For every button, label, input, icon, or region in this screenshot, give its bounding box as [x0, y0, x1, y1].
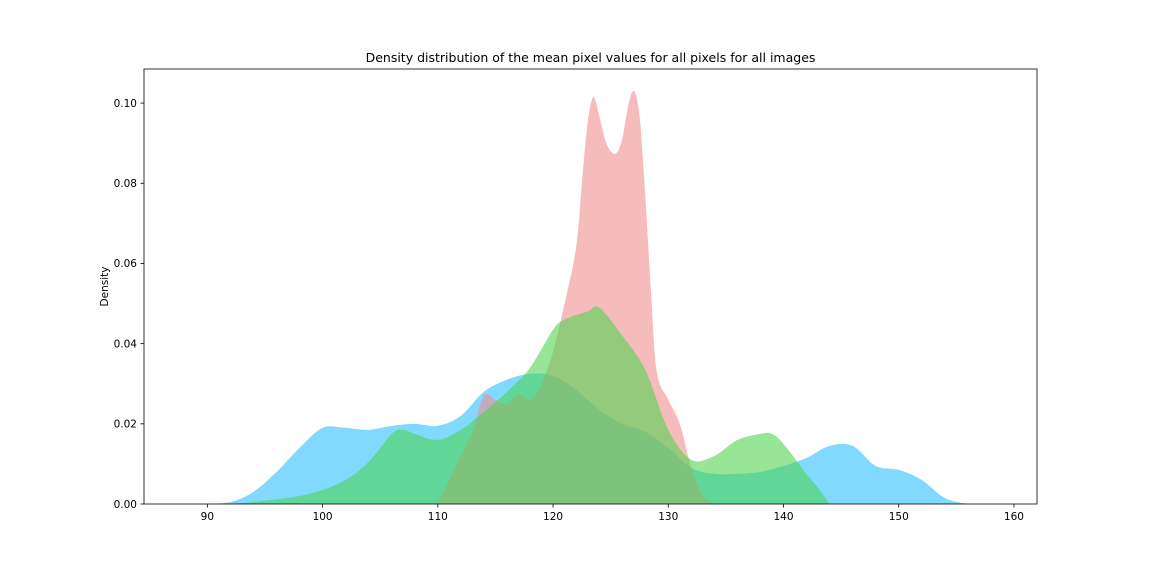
- x-tick-label: 150: [889, 511, 909, 523]
- y-tick-label: 0.08: [114, 178, 137, 190]
- x-tick-label: 110: [428, 511, 448, 523]
- x-axis: 90 100 110 120 130 140 150 160: [201, 504, 1024, 523]
- y-tick-label: 0.06: [114, 258, 138, 270]
- y-axis-label: Density: [99, 267, 111, 307]
- density-area-3: [230, 306, 830, 504]
- y-tick-label: 0.10: [114, 98, 137, 110]
- x-tick-label: 120: [543, 511, 563, 523]
- y-axis: 0.00 0.02 0.04 0.06 0.08 0.10: [114, 98, 144, 511]
- y-tick-label: 0.00: [114, 499, 137, 511]
- plot-frame: [143, 68, 1038, 505]
- chart-title: Density distribution of the mean pixel v…: [366, 50, 816, 65]
- x-tick-label: 160: [1004, 511, 1024, 523]
- density-areas: [207, 90, 968, 504]
- x-tick-label: 140: [773, 511, 793, 523]
- y-tick-label: 0.02: [114, 419, 137, 431]
- x-tick-label: 100: [313, 511, 333, 523]
- y-tick-label: 0.04: [114, 338, 138, 350]
- x-tick-label: 130: [658, 511, 678, 523]
- x-tick-label: 90: [201, 511, 214, 523]
